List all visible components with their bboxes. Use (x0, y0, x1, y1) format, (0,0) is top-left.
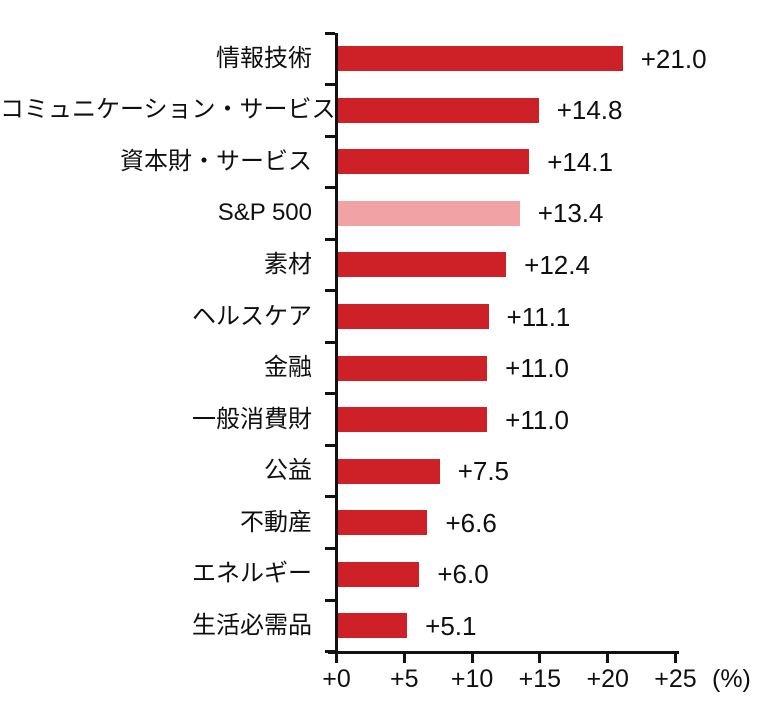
bar (338, 149, 530, 175)
category-label: 公益 (264, 457, 312, 485)
value-label: +5.1 (425, 610, 477, 641)
y-axis-tick (325, 237, 335, 241)
category-label: エネルギー (192, 560, 312, 588)
x-axis-tick (402, 654, 406, 663)
y-axis-tick (325, 340, 335, 344)
bar (338, 458, 440, 484)
value-label: +6.0 (437, 559, 489, 590)
y-axis-tick (325, 547, 335, 550)
category-label: 一般消費財 (192, 405, 312, 433)
value-label: +11.0 (505, 404, 570, 435)
bar (338, 407, 488, 433)
value-label: +13.4 (537, 198, 604, 229)
category-label: 素材 (264, 250, 312, 278)
bar (338, 46, 623, 72)
category-label: ヘルスケア (192, 302, 312, 330)
value-label: +11.1 (506, 301, 571, 332)
y-axis-tick (325, 186, 335, 190)
bar (338, 200, 520, 226)
bar (338, 252, 507, 278)
x-axis-tick (606, 654, 610, 663)
category-label: 不動産 (240, 508, 312, 536)
category-label: コミュニケーション・サービス (0, 96, 336, 124)
bar (338, 561, 420, 587)
y-axis-tick (325, 31, 335, 35)
x-axis-tick (674, 654, 677, 663)
x-tick-label: +10 (450, 665, 494, 693)
bar (338, 97, 539, 123)
y-axis-tick (325, 443, 335, 447)
value-label: +14.8 (556, 95, 623, 126)
category-label: 資本財・サービス (120, 147, 312, 175)
value-label: +7.5 (457, 456, 510, 487)
x-axis-line (328, 651, 679, 654)
bar (338, 613, 408, 639)
category-label: 情報技術 (216, 44, 312, 72)
category-label: S&P 500 (217, 199, 312, 227)
y-axis-tick (325, 83, 335, 87)
x-axis-tick (335, 654, 338, 663)
x-tick-label: +20 (586, 665, 629, 693)
x-tick-label: +15 (518, 665, 562, 693)
category-label: 金融 (264, 354, 312, 382)
y-axis-tick (325, 495, 335, 499)
x-tick-label: +25 (654, 665, 697, 693)
category-label: 生活必需品 (192, 611, 312, 639)
y-axis-tick (325, 289, 335, 293)
value-label: +21.0 (640, 43, 707, 74)
bar (338, 355, 488, 381)
value-label: +11.0 (505, 353, 570, 384)
y-axis-tick (325, 392, 335, 396)
y-axis-tick (325, 598, 335, 602)
value-label: +14.1 (547, 146, 613, 177)
x-tick-label: +5 (390, 665, 419, 693)
x-tick-label: +0 (322, 665, 351, 693)
bar (338, 304, 489, 330)
value-label: +6.6 (445, 507, 497, 538)
value-label: +12.4 (524, 249, 590, 280)
x-axis-tick (470, 654, 474, 663)
x-axis-tick (538, 654, 542, 663)
y-axis-tick (325, 134, 335, 138)
x-axis-unit-label: (%) (712, 665, 751, 693)
y-axis-line (335, 33, 338, 654)
bar (338, 510, 428, 536)
